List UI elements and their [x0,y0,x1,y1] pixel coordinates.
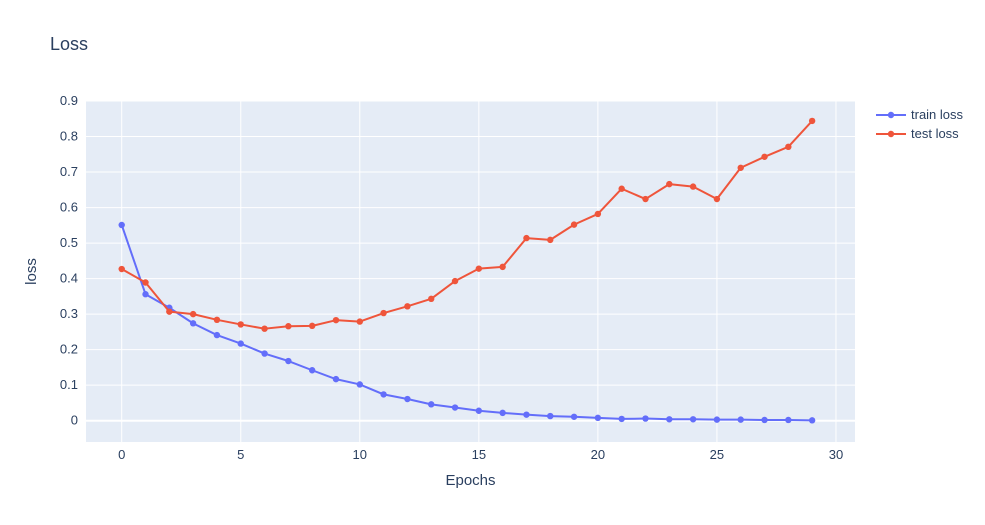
data-point[interactable] [690,416,696,422]
y-tick-label: 0.6 [60,200,78,215]
y-tick-label: 0.5 [60,235,78,250]
data-point[interactable] [285,358,291,364]
data-point[interactable] [618,186,624,192]
data-point[interactable] [523,235,529,241]
data-point[interactable] [809,417,815,423]
y-tick-label: 0.8 [60,129,78,144]
data-point[interactable] [476,265,482,271]
data-point[interactable] [380,310,386,316]
data-point[interactable] [142,279,148,285]
y-tick-label: 0.7 [60,164,78,179]
data-point[interactable] [190,311,196,317]
data-point[interactable] [166,308,172,314]
data-point[interactable] [499,264,505,270]
data-point[interactable] [404,303,410,309]
legend-label: test loss [911,126,959,141]
data-point[interactable] [119,266,125,272]
y-tick-label: 0.2 [60,342,78,357]
data-point[interactable] [761,154,767,160]
data-point[interactable] [261,325,267,331]
data-point[interactable] [404,396,410,402]
data-point[interactable] [333,317,339,323]
data-point[interactable] [523,411,529,417]
legend-marker [888,131,894,137]
x-tick-label: 30 [829,447,843,462]
data-point[interactable] [190,320,196,326]
data-point[interactable] [452,404,458,410]
x-tick-label: 15 [472,447,486,462]
data-point[interactable] [666,416,672,422]
data-point[interactable] [261,350,267,356]
data-point[interactable] [714,196,720,202]
chart-title: Loss [50,34,88,54]
data-point[interactable] [214,317,220,323]
data-point[interactable] [547,237,553,243]
data-point[interactable] [285,323,291,329]
x-tick-label: 20 [591,447,605,462]
data-point[interactable] [618,416,624,422]
data-point[interactable] [642,196,648,202]
x-tick-label: 5 [237,447,244,462]
y-tick-label: 0 [71,413,78,428]
y-tick-label: 0.1 [60,377,78,392]
data-point[interactable] [547,413,553,419]
data-point[interactable] [238,321,244,327]
data-point[interactable] [690,183,696,189]
data-point[interactable] [309,323,315,329]
x-tick-label: 25 [710,447,724,462]
y-axis-title: loss [23,258,40,285]
y-tick-label: 0.9 [60,93,78,108]
data-point[interactable] [595,211,601,217]
plot-area [86,101,855,442]
data-point[interactable] [785,144,791,150]
data-point[interactable] [357,318,363,324]
legend-marker [888,112,894,118]
data-point[interactable] [499,410,505,416]
data-point[interactable] [357,381,363,387]
data-point[interactable] [642,415,648,421]
data-point[interactable] [666,181,672,187]
data-point[interactable] [571,414,577,420]
data-point[interactable] [380,391,386,397]
data-point[interactable] [785,417,791,423]
data-point[interactable] [428,401,434,407]
x-tick-label: 0 [118,447,125,462]
data-point[interactable] [761,417,767,423]
x-tick-label: 10 [353,447,367,462]
data-point[interactable] [738,416,744,422]
data-point[interactable] [238,340,244,346]
data-point[interactable] [714,416,720,422]
data-point[interactable] [333,376,339,382]
data-point[interactable] [214,332,220,338]
data-point[interactable] [595,415,601,421]
legend-label: train loss [911,107,964,122]
data-point[interactable] [452,278,458,284]
data-point[interactable] [428,296,434,302]
data-point[interactable] [309,367,315,373]
x-axis-title: Epochs [445,472,495,489]
data-point[interactable] [142,291,148,297]
y-tick-label: 0.4 [60,271,78,286]
data-point[interactable] [119,222,125,228]
data-point[interactable] [809,118,815,124]
data-point[interactable] [571,221,577,227]
y-tick-label: 0.3 [60,306,78,321]
data-point[interactable] [476,408,482,414]
data-point[interactable] [738,165,744,171]
